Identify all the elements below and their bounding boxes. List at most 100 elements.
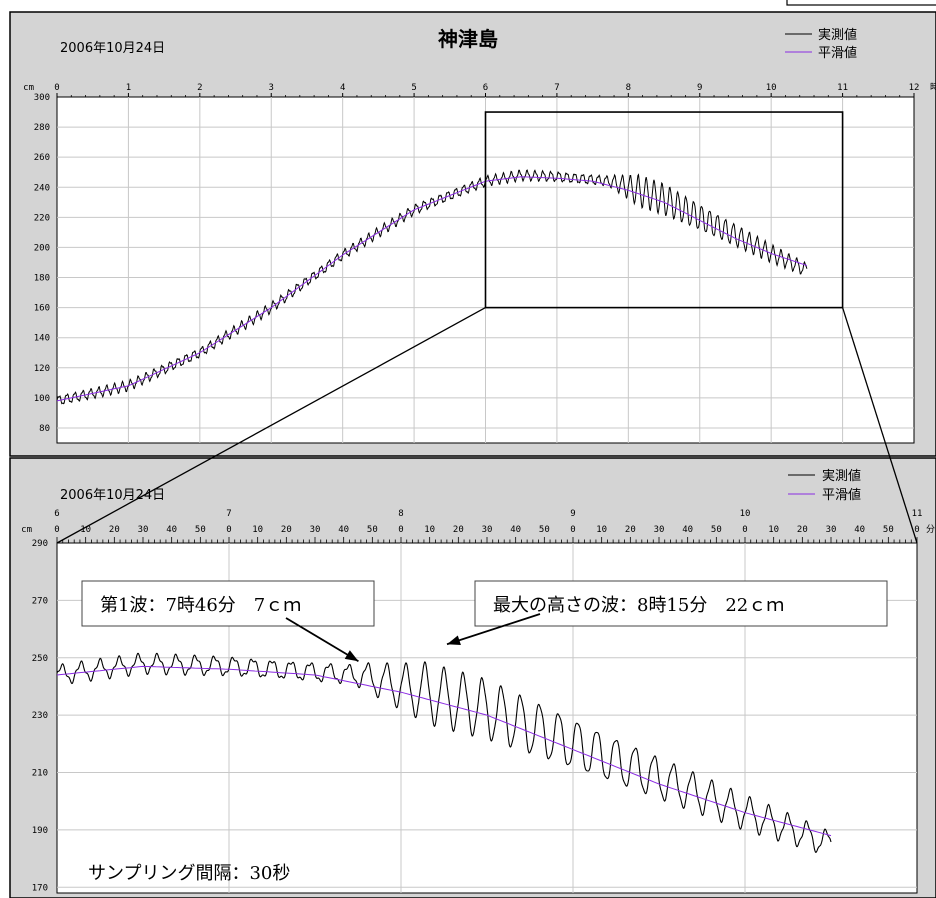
zoom-connector-left [56,307,486,544]
bottom-hour-label: 7 [226,509,231,519]
bottom-minute-label: 40 [510,525,521,535]
top-x-tick-label: 0 [54,83,59,93]
bottom-y-tick-label: 170 [32,883,48,893]
top-legend-smoothed-label: 平滑値 [818,45,857,61]
bottom-minute-label: 20 [109,525,120,535]
max-wave-arrow [446,613,541,646]
top-x-tick-label: 8 [626,83,631,93]
bottom-y-tick-label: 190 [32,826,48,836]
bottom-legend: 実測値 平滑値 [788,468,861,503]
top-chart-panel: 2006年10月24日 神津島 実測値 平滑値 cm 0 1 2 3 4 5 6 7 8 9 10 1… [9,11,936,457]
first-wave-annotation-text: 第1波：7時46分 7ｃｍ [100,595,301,616]
bottom-hour-label: 9 [570,509,575,519]
sampling-interval-note: サンプリング間隔：30秒 [88,863,290,884]
top-y-tick-label: 80 [39,424,50,434]
top-chart-title: 神津島 [438,27,498,51]
top-y-tick-label: 120 [34,364,50,374]
top-y-tick-label: 140 [34,334,50,344]
zoom-region-box [484,111,844,309]
top-x-unit-label: 時 [930,82,936,93]
bottom-minute-label: 30 [482,525,493,535]
top-x-tick-label: 6 [483,83,488,93]
bottom-smoothed-series-line [56,665,832,837]
top-observed-series-line [56,169,808,405]
bottom-minute-label: 20 [453,525,464,535]
bottom-minute-label: 10 [252,525,263,535]
bottom-hour-label: 10 [740,509,751,519]
bottom-minute-label: 10 [768,525,779,535]
top-y-axis-ticks: 300 280 260 240 220 200 180 160 140 120 100 80 [34,93,50,434]
top-legend: 実測値 平滑値 [785,27,857,61]
top-y-tick-label: 180 [34,274,50,284]
bottom-minute-label: 0 [914,525,919,535]
bottom-y-tick-label: 250 [32,654,48,664]
bottom-minute-label: 0 [570,525,575,535]
bottom-minute-label: 0 [226,525,231,535]
top-y-tick-label: 260 [34,153,50,163]
zoom-connector-right [841,307,918,544]
top-smoothed-series-line [56,176,808,402]
bottom-date-label: 2006年10月24日 [60,488,165,503]
bottom-hour-label: 8 [398,509,403,519]
bottom-minute-label: 40 [854,525,865,535]
bottom-observed-series-line [56,652,832,853]
top-x-tick-label: 4 [340,83,345,93]
bottom-y-unit-label: cm [21,525,32,535]
bottom-minute-label: 20 [281,525,292,535]
top-x-tick-label: 9 [697,83,702,93]
bottom-minute-label: 50 [539,525,550,535]
top-x-tick-label: 2 [197,83,202,93]
top-x-tick-label: 7 [554,83,559,93]
bottom-y-axis-ticks: 290 270 250 230 210 190 170 [32,539,48,893]
first-wave-arrow-head [344,650,359,662]
top-y-tick-label: 160 [34,304,50,314]
bottom-x-axis-ticks: 6 7 8 9 10 11 0 10 20 30 40 50 0 10 20 30 40 50 0 10 20 30 40 5… [54,509,922,543]
corner-frame [786,0,936,6]
top-x-tick-label: 5 [411,83,416,93]
max-wave-annotation-box [474,580,888,627]
bottom-minute-label: 30 [310,525,321,535]
top-x-tick-label: 3 [269,83,274,93]
top-date-label: 2006年10月24日 [60,41,165,56]
top-y-tick-label: 300 [34,93,50,103]
bottom-minute-label: 30 [138,525,149,535]
top-y-unit-label: cm [23,83,34,93]
bottom-legend-observed-label: 実測値 [822,468,861,484]
top-x-tick-label: 11 [837,83,848,93]
top-y-tick-label: 200 [34,243,50,253]
bottom-minute-label: 10 [80,525,91,535]
bottom-y-tick-label: 290 [32,539,48,549]
first-wave-arrow [285,617,359,663]
top-y-tick-label: 100 [34,394,50,404]
bottom-minute-label: 30 [654,525,665,535]
bottom-minute-label: 50 [195,525,206,535]
bottom-y-tick-label: 210 [32,769,48,779]
bottom-minute-label: 20 [797,525,808,535]
bottom-minute-label: 50 [367,525,378,535]
top-y-tick-label: 220 [34,213,50,223]
bottom-y-tick-label: 230 [32,711,48,721]
max-wave-arrow-head [447,635,461,646]
bottom-minute-label: 50 [711,525,722,535]
top-x-tick-label: 12 [909,83,920,93]
bottom-minute-label: 10 [596,525,607,535]
bottom-minute-label: 0 [398,525,403,535]
first-wave-annotation-box [81,580,375,627]
top-x-tick-label: 10 [766,83,777,93]
top-y-tick-label: 240 [34,183,50,193]
bottom-minute-label: 0 [54,525,59,535]
top-x-tick-label: 1 [126,83,131,93]
top-x-axis-ticks: 0 1 2 3 4 5 6 7 8 9 10 11 12 [54,83,919,97]
bottom-minute-label: 0 [742,525,747,535]
bottom-minute-label: 40 [166,525,177,535]
bottom-minute-label: 20 [625,525,636,535]
bottom-hour-label: 6 [54,509,59,519]
bottom-y-tick-label: 270 [32,596,48,606]
bottom-minute-label: 10 [424,525,435,535]
bottom-minute-label: 40 [682,525,693,535]
bottom-minute-label: 40 [338,525,349,535]
bottom-legend-smoothed-label: 平滑値 [822,487,861,503]
max-wave-annotation-text: 最大の高さの波：8時15分 22ｃｍ [493,595,784,616]
top-legend-observed-label: 実測値 [818,27,857,43]
